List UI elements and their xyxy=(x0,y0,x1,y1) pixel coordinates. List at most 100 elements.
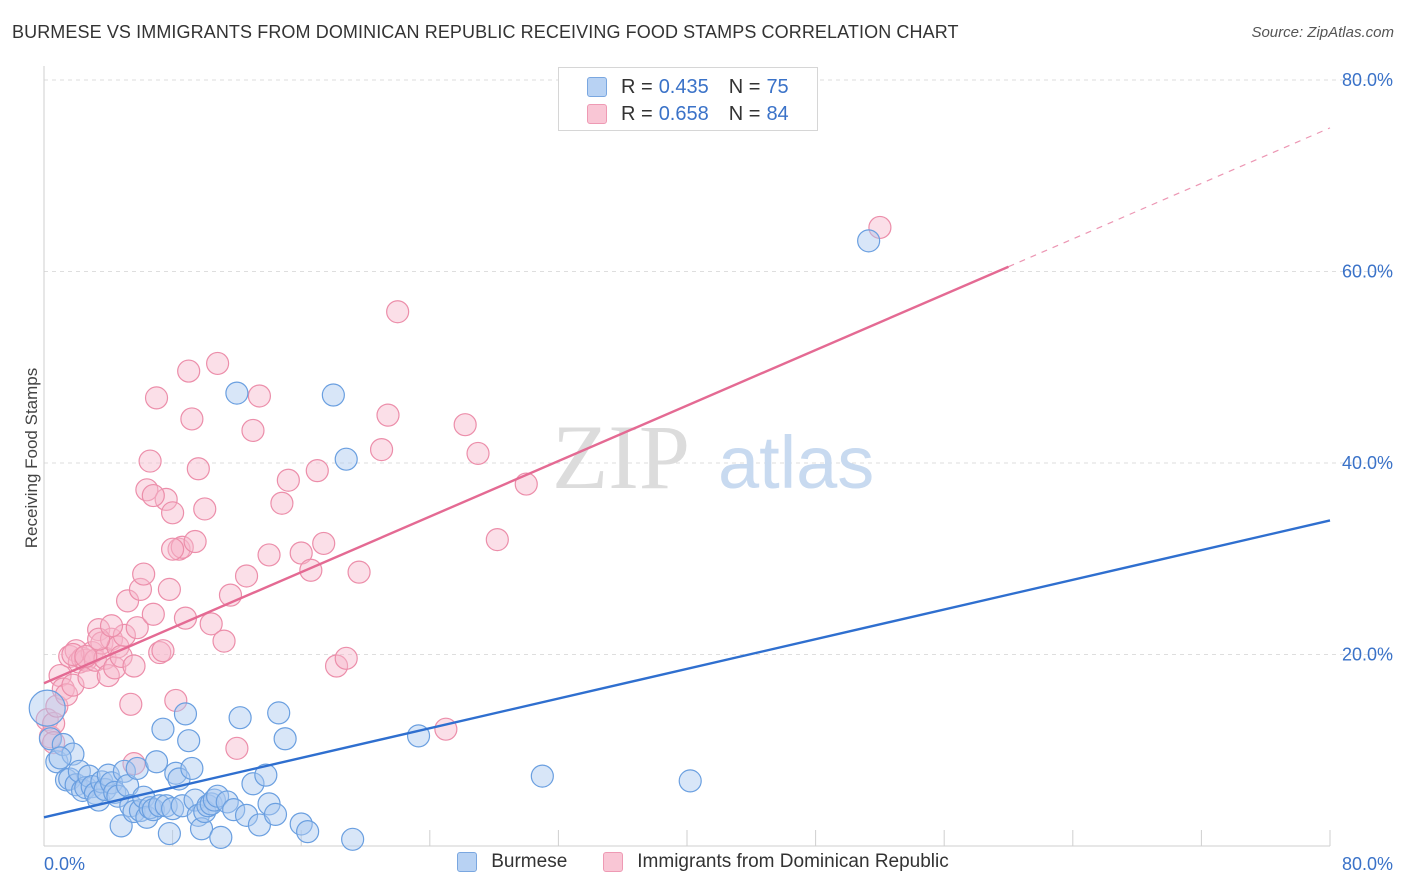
burmese-point xyxy=(296,820,320,844)
burmese-point xyxy=(38,727,63,751)
dominican-n-value: 84 xyxy=(766,102,789,125)
dominican-point xyxy=(128,577,153,601)
dominican-point xyxy=(247,384,272,408)
burmese-point xyxy=(173,702,198,726)
dominican-point xyxy=(141,602,165,626)
trend-lines xyxy=(43,127,1331,819)
dominican-point xyxy=(99,614,124,638)
dominican-point xyxy=(177,359,201,383)
burmese-point xyxy=(154,794,178,818)
dominican-point xyxy=(87,618,111,642)
dominican-point xyxy=(154,487,178,511)
dominican-point xyxy=(144,386,169,410)
burmese-point xyxy=(125,756,149,781)
dominican-point xyxy=(234,564,259,588)
dominican-point xyxy=(225,736,249,760)
dominican-legend-swatch xyxy=(603,852,624,872)
dominican-point xyxy=(347,560,371,584)
burmese-point xyxy=(186,803,210,827)
dominican-point xyxy=(42,711,66,736)
y-tick-label: 60.0% xyxy=(1342,262,1393,282)
legend-row-burmese: R = 0.435 N = 75 xyxy=(559,73,789,101)
dominican-point xyxy=(180,407,204,431)
dominican-point xyxy=(305,459,329,483)
burmese-point xyxy=(209,825,233,849)
dominican-point xyxy=(324,654,349,678)
burmese-point xyxy=(135,805,159,829)
x-tick-label: 0.0% xyxy=(44,854,85,874)
dominican-point xyxy=(270,491,294,515)
dominican-point xyxy=(164,688,188,713)
burmese-point xyxy=(241,772,265,796)
dominican-point xyxy=(141,483,165,508)
burmese-point xyxy=(222,798,246,822)
burmese-point xyxy=(289,812,313,836)
r-label: R = xyxy=(621,75,653,98)
burmese-point xyxy=(151,717,175,741)
y-tick-label: 80.0% xyxy=(1342,70,1393,90)
dominican-point xyxy=(257,543,281,567)
burmese-point xyxy=(247,813,272,837)
burmese-point xyxy=(128,798,153,823)
dominican-point xyxy=(96,663,120,688)
burmese-legend-swatch xyxy=(457,852,478,872)
dominican-point xyxy=(312,531,336,556)
burmese-point xyxy=(273,727,297,751)
dominican-point xyxy=(122,654,146,678)
series-legend: Burmese Immigrants from Dominican Republ… xyxy=(0,851,1406,873)
dominican-point xyxy=(212,629,236,653)
dominican-point xyxy=(115,589,140,613)
burmese-point xyxy=(678,769,702,793)
dominican-point xyxy=(376,403,400,427)
dominican-point xyxy=(193,497,217,521)
dominican-point xyxy=(386,300,410,324)
axes xyxy=(43,66,1331,847)
x-tick-label: 80.0% xyxy=(1342,854,1393,874)
dominican-point xyxy=(241,418,265,443)
n-label: N = xyxy=(728,75,761,98)
burmese-point xyxy=(267,701,291,725)
y-tick-label: 40.0% xyxy=(1342,453,1393,473)
legend-item-burmese: Burmese xyxy=(457,851,567,873)
dominican-point xyxy=(199,612,223,636)
burmese-point xyxy=(321,383,345,407)
dominican-point xyxy=(42,730,66,755)
source-label: Source: ZipAtlas.com xyxy=(1251,24,1394,41)
burmese-point xyxy=(103,780,127,804)
dominican-point xyxy=(119,692,143,716)
burmese-point xyxy=(189,817,214,841)
dominican-point xyxy=(157,577,181,601)
dominican-point xyxy=(466,441,490,466)
burmese-point xyxy=(254,763,278,787)
dominican-point xyxy=(276,468,300,492)
dominican-point xyxy=(334,646,358,670)
grid-lines xyxy=(44,79,1392,655)
dominican-point xyxy=(151,639,175,663)
r-label: R = xyxy=(621,102,653,125)
dominican-point xyxy=(485,527,509,552)
burmese-point xyxy=(93,777,117,802)
dominican-swatch xyxy=(587,104,607,124)
dominican-trend-extension xyxy=(1008,127,1331,268)
tick-labels: 20.0% 40.0% 60.0% 80.0% 0.0% 80.0% xyxy=(44,70,1393,874)
burmese-point xyxy=(225,381,249,405)
watermark: ZIP atlas xyxy=(552,406,874,508)
watermark-atlas: atlas xyxy=(718,421,874,504)
dominican-point xyxy=(112,623,136,647)
y-tick-label: 20.0% xyxy=(1342,645,1393,665)
dominican-point xyxy=(183,529,207,554)
burmese-point xyxy=(177,729,201,753)
dominican-point xyxy=(138,449,162,473)
dominican-point xyxy=(206,351,230,376)
burmese-point xyxy=(28,689,66,727)
burmese-point xyxy=(144,750,169,774)
dominican-legend-label: Immigrants from Dominican Republic xyxy=(637,851,949,872)
burmese-point xyxy=(530,764,554,788)
dominican-point xyxy=(434,717,458,741)
dominican-point xyxy=(132,562,156,586)
burmese-point xyxy=(141,798,165,822)
dominican-point xyxy=(170,535,194,559)
dominican-point xyxy=(369,437,394,462)
watermark-zip: ZIP xyxy=(552,406,690,508)
